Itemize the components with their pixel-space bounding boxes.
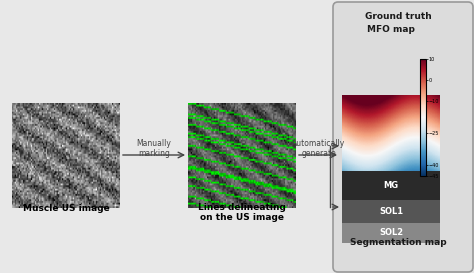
Bar [342, 223, 440, 243]
Bar [342, 200, 440, 223]
Text: MFO map: MFO map [367, 25, 415, 34]
Text: Manually
marking: Manually marking [137, 139, 172, 158]
Text: Automatically
generate: Automatically generate [292, 139, 346, 158]
Text: Segmentation map: Segmentation map [350, 238, 447, 247]
Text: SOL1: SOL1 [379, 207, 403, 216]
Text: MG: MG [383, 181, 399, 190]
Text: Lines delineating
on the US image: Lines delineating on the US image [198, 203, 286, 222]
Text: Muscle US image: Muscle US image [23, 204, 109, 213]
Bar [342, 171, 440, 200]
Text: SOL2: SOL2 [379, 229, 403, 238]
Text: Ground truth: Ground truth [365, 12, 431, 21]
FancyBboxPatch shape [333, 2, 473, 272]
